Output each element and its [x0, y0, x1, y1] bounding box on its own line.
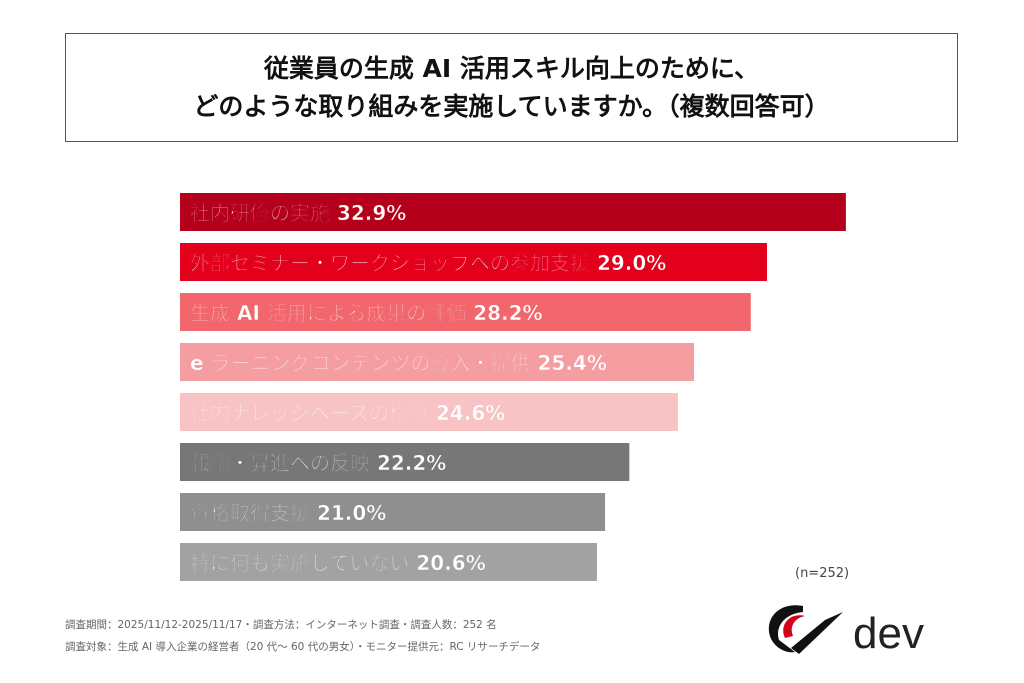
footer-survey-period: 調査期間：2025/11/12-2025/11/17・調査方法：インターネット調…	[65, 619, 497, 631]
bar	[180, 293, 751, 331]
bar	[180, 443, 630, 481]
logo-text: dev	[853, 609, 924, 658]
bar-label: 資格取得支援 21.0%	[190, 501, 386, 525]
bar	[180, 493, 606, 531]
bar	[180, 393, 678, 431]
bar-label: 社内ナレッジベースの構築 24.6%	[189, 401, 505, 425]
chart-title-line2: どのような取り組みを実施していますか。（複数回答可）	[193, 91, 830, 121]
bar-label: 報酬・昇進への反映 22.2%	[190, 451, 446, 475]
chart-title-line1: 従業員の生成 AI 活用スキル向上のために、	[263, 53, 760, 83]
dev-logo: dev	[768, 605, 924, 658]
bar	[180, 193, 846, 231]
bar-label: 生成 AI 活用による成果の評価 28.2%	[190, 301, 543, 325]
bar	[180, 343, 695, 381]
sample-size: (n=252)	[795, 566, 850, 581]
bar	[180, 243, 767, 281]
footer-survey-target: 調査対象：生成 AI 導入企業の経営者（20 代～ 60 代の男女）・モニター提…	[65, 641, 541, 653]
bar-label: 特に何も実施していない 20.6%	[190, 551, 486, 575]
bar-label: 社内研修の実施 32.9%	[189, 201, 406, 225]
chart-title-box: 従業員の生成 AI 活用スキル向上のために、 どのような取り組みを実施しています…	[65, 33, 958, 142]
bar-label: 外部セミナー・ワークショップへの参加支援 29.0%	[190, 251, 666, 275]
bar	[180, 543, 597, 581]
bar-label: e ラーニングコンテンツの導入・提供 25.4%	[190, 351, 607, 375]
